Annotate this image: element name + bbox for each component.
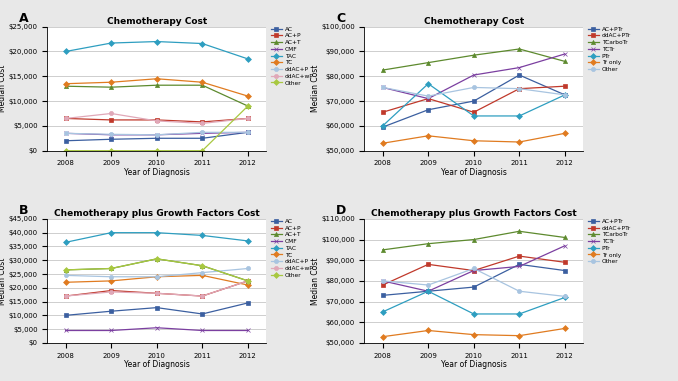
X-axis label: Year of Diagnosis: Year of Diagnosis [441, 168, 506, 177]
Legend: AC, AC+P, AC+T, CMF, TAC, TC, ddAC+P, ddAC+wP, Other: AC, AC+P, AC+T, CMF, TAC, TC, ddAC+P, dd… [268, 24, 316, 88]
Text: B: B [19, 204, 28, 217]
X-axis label: Year of Diagnosis: Year of Diagnosis [441, 360, 506, 369]
Legend: AC, AC+P, AC+T, CMF, TAC, TC, ddAC+P, ddAC+wP, Other: AC, AC+P, AC+T, CMF, TAC, TC, ddAC+P, dd… [268, 216, 316, 280]
Title: Chemotherapy Cost: Chemotherapy Cost [106, 17, 207, 26]
Y-axis label: Median Cost: Median Cost [311, 257, 319, 304]
Y-axis label: Median Cost: Median Cost [0, 65, 7, 112]
Text: D: D [336, 204, 346, 217]
Legend: AC+PTr, ddAC+PTr, TCarboTr, TCTr, PTr, Tr only, Other: AC+PTr, ddAC+PTr, TCarboTr, TCTr, PTr, T… [585, 24, 633, 74]
Legend: AC+PTr, ddAC+PTr, TCarboTr, TCTr, PTr, Tr only, Other: AC+PTr, ddAC+PTr, TCarboTr, TCTr, PTr, T… [585, 216, 633, 267]
X-axis label: Year of Diagnosis: Year of Diagnosis [124, 360, 190, 369]
Text: A: A [19, 12, 28, 25]
Title: Chemotherapy plus Growth Factors Cost: Chemotherapy plus Growth Factors Cost [54, 209, 260, 218]
Title: Chemotherapy Cost: Chemotherapy Cost [424, 17, 524, 26]
Y-axis label: Median Cost: Median Cost [311, 65, 319, 112]
Y-axis label: Median Cost: Median Cost [0, 257, 7, 304]
Text: C: C [336, 12, 345, 25]
Title: Chemotherapy plus Growth Factors Cost: Chemotherapy plus Growth Factors Cost [371, 209, 577, 218]
X-axis label: Year of Diagnosis: Year of Diagnosis [124, 168, 190, 177]
